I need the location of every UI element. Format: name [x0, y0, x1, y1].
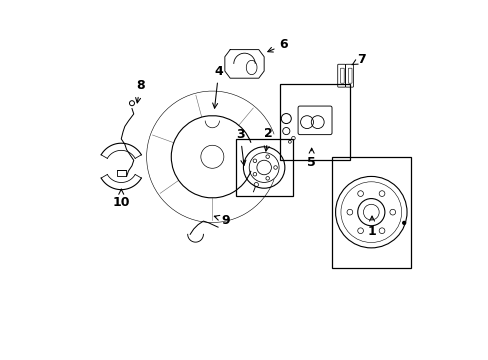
Text: 2: 2 [264, 127, 273, 151]
Text: 4: 4 [212, 64, 223, 108]
Text: 8: 8 [135, 79, 144, 103]
Text: 6: 6 [267, 39, 287, 52]
Circle shape [402, 221, 405, 224]
Text: 10: 10 [112, 189, 130, 209]
Text: 1: 1 [367, 216, 376, 238]
Text: 9: 9 [214, 213, 230, 226]
Bar [235, 139, 292, 196]
Text: 3: 3 [235, 128, 245, 165]
Text: 7: 7 [351, 53, 366, 66]
Bar [280, 84, 349, 160]
Bar [331, 157, 410, 267]
Text: 5: 5 [306, 148, 315, 169]
Bar [117, 170, 125, 176]
